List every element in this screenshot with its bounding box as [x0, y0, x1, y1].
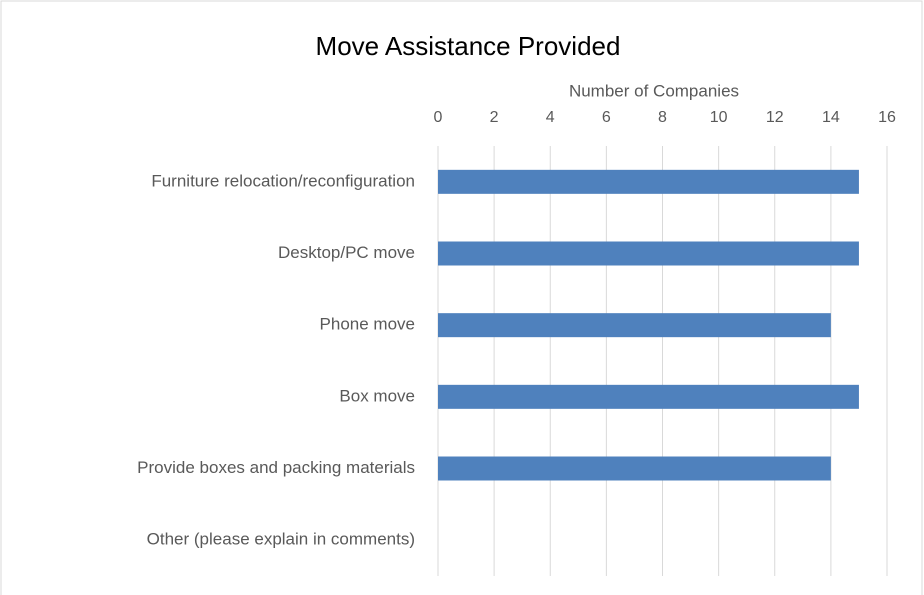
- chart-title: Move Assistance Provided: [316, 31, 621, 61]
- y-tick-label: Phone move: [320, 315, 415, 334]
- x-tick-label: 16: [878, 109, 896, 126]
- y-tick-label: Provide boxes and packing materials: [137, 458, 415, 477]
- x-tick-label: 12: [766, 109, 784, 126]
- y-tick-label: Other (please explain in comments): [147, 530, 415, 549]
- y-tick-label: Box move: [339, 386, 415, 405]
- x-tick-label: 10: [710, 109, 728, 126]
- bar: [438, 384, 859, 409]
- bar: [438, 169, 859, 194]
- x-tick-label: 0: [434, 109, 443, 126]
- x-tick-label: 2: [490, 109, 499, 126]
- bar: [438, 241, 859, 266]
- y-tick-label: Furniture relocation/reconfiguration: [151, 171, 415, 190]
- x-tick-label: 8: [658, 109, 667, 126]
- x-tick-label: 6: [602, 109, 611, 126]
- x-tick-label: 4: [546, 109, 555, 126]
- x-axis-label: Number of Companies: [569, 81, 739, 100]
- bar: [438, 456, 831, 481]
- y-tick-label: Desktop/PC move: [278, 243, 415, 262]
- bar: [438, 313, 831, 338]
- x-tick-label: 14: [822, 109, 840, 126]
